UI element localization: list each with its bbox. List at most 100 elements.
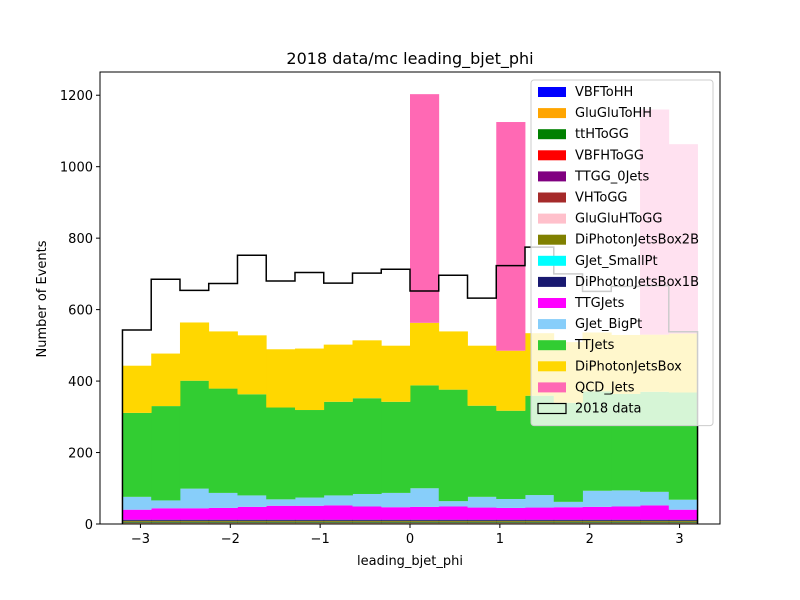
bar-ttgjets-bin-10 xyxy=(410,506,440,520)
x-axis: −3 −2 −1 0 1 2 3 xyxy=(131,524,684,547)
bar-diphotonjetsbox-bin-0 xyxy=(122,365,152,413)
bar-ttjets-bin-2 xyxy=(179,380,210,489)
bar-tthtogg-bin-6 xyxy=(294,522,325,523)
y-tick-label: 0 xyxy=(85,518,93,533)
bar-gjet-bigpt-bin-19 xyxy=(668,499,698,510)
legend-label-ttgjets: TTGJets xyxy=(574,296,625,311)
bar-ttjets-bin-4 xyxy=(237,394,267,496)
bar-ttgjets-bin-0 xyxy=(122,509,152,520)
bar-ttjets-bin-8 xyxy=(352,398,382,494)
bar-diphotonjetsbox1b-bin-14 xyxy=(525,519,555,521)
bar-diphotonjetsbox-bin-9 xyxy=(381,345,411,402)
x-axis-label: leading_bjet_phi xyxy=(357,554,463,569)
bar-qcd-jets-bin-10 xyxy=(410,94,440,323)
bar-ttgjets-bin-2 xyxy=(179,508,210,520)
bar-diphotonjetsbox-bin-8 xyxy=(352,340,382,399)
bar-ttgjets-bin-3 xyxy=(208,507,238,520)
y-tick-label: 1200 xyxy=(60,89,93,104)
bar-tthtogg-bin-17 xyxy=(611,522,641,523)
bar-diphotonjetsbox2b-bin-1 xyxy=(151,520,181,522)
bar-gjet-bigpt-bin-0 xyxy=(122,496,152,510)
bar-diphotonjetsbox2b-bin-7 xyxy=(323,520,353,522)
bar-gjet-bigpt-bin-10 xyxy=(410,488,440,507)
legend-label-vbftohh: VBFToHH xyxy=(575,85,633,100)
bar-diphotonjetsbox2b-bin-8 xyxy=(352,520,382,522)
legend-label-tthtogg: ttHToGG xyxy=(575,127,629,142)
bar-ttgjets-bin-12 xyxy=(467,507,497,520)
bar-ttjets-bin-5 xyxy=(266,407,296,500)
bar-ttgjets-bin-6 xyxy=(294,505,325,520)
bar-tthtogg-bin-15 xyxy=(553,522,583,523)
x-tick-label: 3 xyxy=(675,532,683,547)
legend-label-ttjets: TTJets xyxy=(574,338,615,353)
bar-diphotonjetsbox1b-bin-11 xyxy=(438,519,468,521)
bar-diphotonjetsbox-bin-2 xyxy=(179,322,210,381)
bar-diphotonjetsbox2b-bin-14 xyxy=(525,520,555,522)
x-tick-label: 2 xyxy=(586,532,594,547)
bar-diphotonjetsbox2b-bin-3 xyxy=(208,520,238,522)
bar-diphotonjetsbox2b-bin-18 xyxy=(640,520,670,522)
bar-diphotonjetsbox1b-bin-13 xyxy=(496,519,526,521)
legend-swatch-glugluhtogg xyxy=(538,213,566,224)
bar-diphotonjetsbox1b-bin-16 xyxy=(582,519,612,521)
legend-swatch-diphotonjetsbox2b xyxy=(538,234,566,245)
bar-diphotonjetsbox1b-bin-4 xyxy=(237,519,267,521)
bar-diphotonjetsbox-bin-11 xyxy=(438,331,468,390)
bar-diphotonjetsbox1b-bin-5 xyxy=(266,519,296,521)
x-tick-label: −2 xyxy=(221,532,240,547)
bar-ttjets-bin-11 xyxy=(438,389,468,502)
bar-diphotonjetsbox1b-bin-8 xyxy=(352,519,382,521)
bar-ttgjets-bin-16 xyxy=(582,506,612,520)
bar-tthtogg-bin-7 xyxy=(323,522,353,523)
bar-diphotonjetsbox2b-bin-6 xyxy=(294,520,325,522)
bar-diphotonjetsbox-bin-5 xyxy=(266,349,296,408)
bar-diphotonjetsbox1b-bin-10 xyxy=(410,519,440,521)
bar-gjet-bigpt-bin-15 xyxy=(553,501,583,508)
bar-ttjets-bin-13 xyxy=(496,410,526,499)
bar-diphotonjetsbox2b-bin-15 xyxy=(553,520,583,522)
bar-ttgjets-bin-18 xyxy=(640,505,670,520)
bar-gjet-bigpt-bin-8 xyxy=(352,493,382,507)
x-tick-label: 1 xyxy=(496,532,504,547)
bar-diphotonjetsbox2b-bin-16 xyxy=(582,520,612,522)
legend-swatch-tthtogg xyxy=(538,129,566,140)
bar-diphotonjetsbox-bin-6 xyxy=(294,348,325,411)
bar-diphotonjetsbox1b-bin-7 xyxy=(323,519,353,521)
bar-diphotonjetsbox2b-bin-5 xyxy=(266,520,296,522)
y-tick-label: 1000 xyxy=(60,161,93,176)
bar-diphotonjetsbox2b-bin-4 xyxy=(237,520,267,522)
legend-swatch-gjet-bigpt xyxy=(538,319,566,330)
bar-tthtogg-bin-19 xyxy=(668,522,698,523)
bar-diphotonjetsbox1b-bin-2 xyxy=(179,519,210,521)
legend-swatch-diphotonjetsbox xyxy=(538,361,566,372)
legend-swatch-vhtogg xyxy=(538,192,566,203)
chart-title: 2018 data/mc leading_bjet_phi xyxy=(286,49,533,69)
legend-label-gjet-smallpt: GJet_SmallPt xyxy=(575,254,658,269)
bar-tthtogg-bin-9 xyxy=(381,522,411,523)
bar-gjet-bigpt-bin-18 xyxy=(640,491,670,506)
legend-label-gluglutohh: GluGluToHH xyxy=(575,106,652,121)
bar-diphotonjetsbox2b-bin-12 xyxy=(467,520,497,522)
bar-diphotonjetsbox-bin-7 xyxy=(323,344,353,402)
legend-swatch-vbftohh xyxy=(538,87,566,97)
bar-diphotonjetsbox1b-bin-9 xyxy=(381,519,411,521)
legend-label-2018-data: 2018 data xyxy=(575,402,642,417)
bar-ttjets-bin-3 xyxy=(208,388,238,493)
y-tick-label: 200 xyxy=(68,447,93,462)
bar-ttgjets-bin-17 xyxy=(611,506,641,520)
bar-qcd-jets-bin-13 xyxy=(496,122,526,351)
bar-gjet-bigpt-bin-3 xyxy=(208,492,238,508)
bar-ttjets-bin-0 xyxy=(122,412,152,497)
bar-gjet-bigpt-bin-4 xyxy=(237,495,267,507)
bar-ttgjets-bin-4 xyxy=(237,506,267,520)
bar-gjet-bigpt-bin-16 xyxy=(582,490,612,507)
bar-gjet-bigpt-bin-9 xyxy=(381,492,411,508)
bar-ttgjets-bin-14 xyxy=(525,507,555,520)
legend-label-qcd-jets: QCD_Jets xyxy=(575,380,635,395)
bar-diphotonjetsbox2b-bin-9 xyxy=(381,520,411,522)
bar-gjet-bigpt-bin-17 xyxy=(611,490,641,507)
bar-tthtogg-bin-18 xyxy=(640,522,670,523)
bar-tthtogg-bin-8 xyxy=(352,522,382,523)
bar-ttgjets-bin-8 xyxy=(352,506,382,520)
bar-ttjets-bin-9 xyxy=(381,401,411,493)
